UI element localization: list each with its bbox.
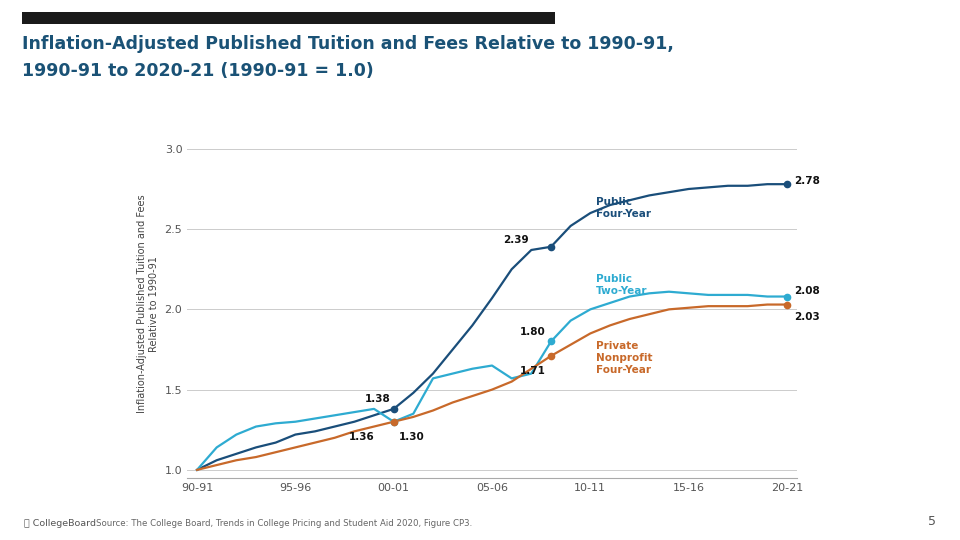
Text: Public
Four-Year: Public Four-Year (596, 197, 651, 219)
Text: 2.08: 2.08 (794, 286, 820, 296)
Text: ⓒ CollegeBoard: ⓒ CollegeBoard (24, 519, 96, 528)
Y-axis label: Inflation-Adjusted Published Tuition and Fees
Relative to 1990-91: Inflation-Adjusted Published Tuition and… (137, 194, 159, 413)
Text: 2.78: 2.78 (794, 176, 820, 186)
Text: Source: The College Board, Trends in College Pricing and Student Aid 2020, Figur: Source: The College Board, Trends in Col… (96, 519, 472, 528)
Text: Inflation-Adjusted Published Tuition and Fees Relative to 1990-91,: Inflation-Adjusted Published Tuition and… (22, 35, 674, 53)
Text: 1.36: 1.36 (348, 432, 374, 442)
Text: Private
Nonprofit
Four-Year: Private Nonprofit Four-Year (596, 341, 653, 375)
Text: 1990-91 to 2020-21 (1990-91 = 1.0): 1990-91 to 2020-21 (1990-91 = 1.0) (22, 62, 373, 80)
Text: 2.03: 2.03 (794, 312, 820, 322)
Text: Public
Two-Year: Public Two-Year (596, 274, 648, 296)
Text: 1.71: 1.71 (519, 366, 545, 376)
Text: 1.80: 1.80 (519, 327, 545, 336)
Text: 1.38: 1.38 (365, 394, 391, 404)
Text: 1.30: 1.30 (399, 432, 425, 442)
Text: 2.39: 2.39 (503, 234, 529, 245)
Text: 5: 5 (928, 515, 936, 528)
